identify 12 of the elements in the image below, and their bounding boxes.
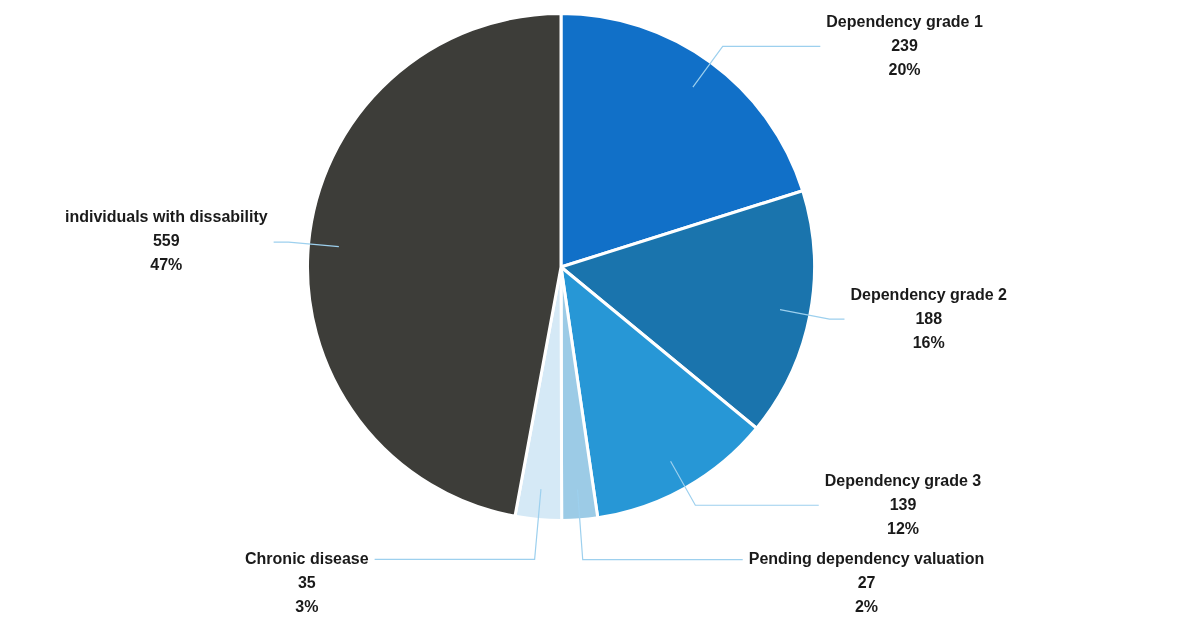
- slice-label: individuals with dissability: [64, 208, 268, 226]
- data-label: 239 20%: [888, 36, 921, 78]
- data-label: 188 16%: [912, 309, 945, 351]
- data-label: 27 2%: [854, 574, 879, 616]
- data-label: 559 47%: [150, 232, 183, 274]
- slice-label: Dependency grade 2: [850, 285, 1008, 303]
- slice-label: Pending dependency valuation: [748, 550, 985, 568]
- data-label: 139 12%: [887, 495, 920, 537]
- data-label: 35 3%: [295, 573, 319, 615]
- slice-label: Dependency grade 3: [824, 471, 982, 489]
- slice-label: Chronic disease: [245, 549, 369, 567]
- slice-label: Dependency grade 1: [826, 12, 983, 30]
